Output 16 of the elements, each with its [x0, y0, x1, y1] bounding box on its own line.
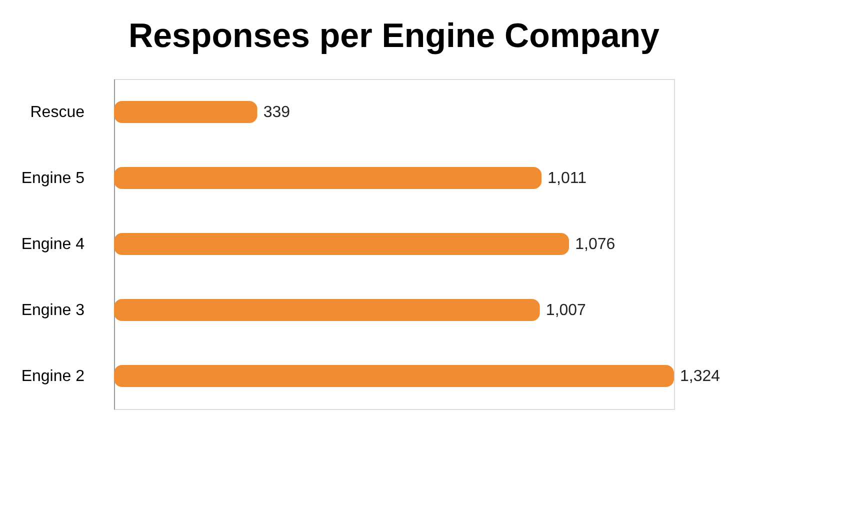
bar — [114, 299, 540, 321]
bar — [114, 233, 570, 255]
data-label: 1,324 — [680, 368, 720, 385]
bar — [114, 167, 542, 189]
chart-title: Responses per Engine Company — [128, 17, 660, 55]
y-tick-label: Rescue — [30, 104, 85, 121]
data-label: 339 — [263, 104, 290, 121]
data-label: 1,076 — [575, 236, 616, 253]
bar — [114, 365, 674, 387]
y-tick-label: Engine 5 — [21, 170, 85, 187]
data-label: 1,007 — [546, 302, 586, 319]
y-tick-label: Engine 3 — [21, 302, 85, 319]
data-label: 1,011 — [548, 170, 587, 187]
y-tick-label: Engine 2 — [21, 368, 85, 385]
y-tick-label: Engine 4 — [21, 236, 85, 253]
bar — [114, 101, 258, 123]
